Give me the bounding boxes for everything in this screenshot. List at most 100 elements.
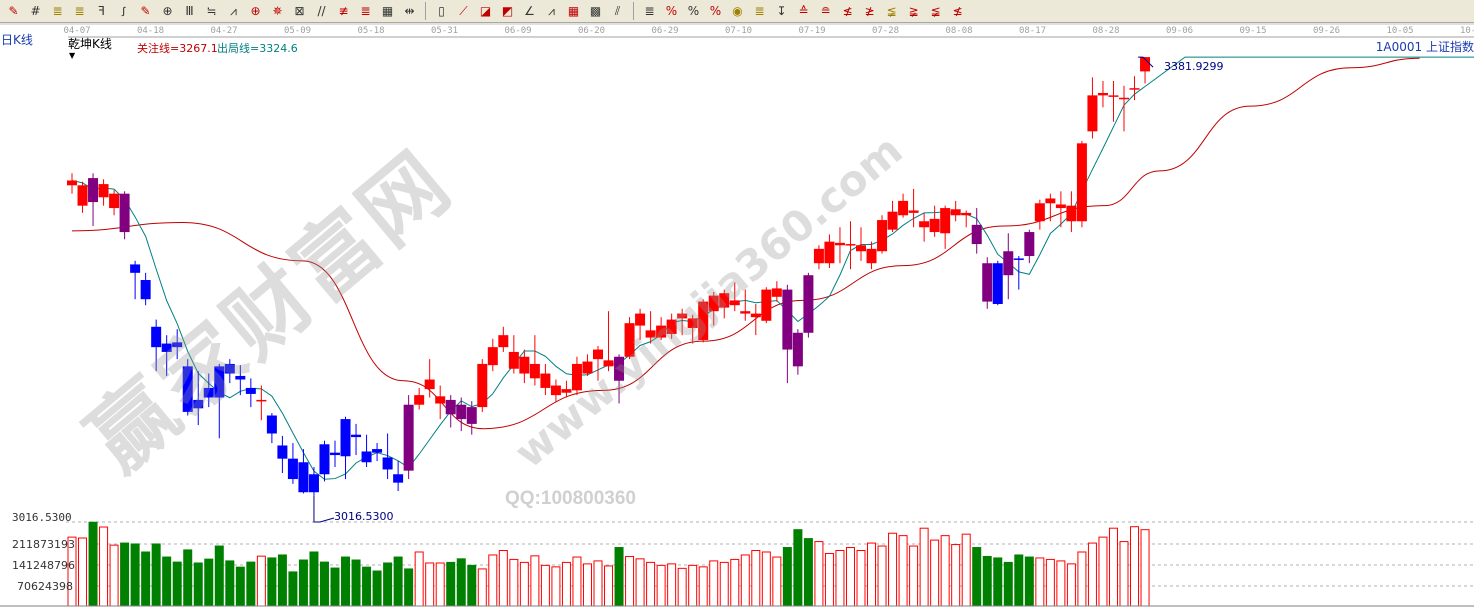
candle-body (151, 326, 162, 348)
candle (635, 308, 646, 340)
cn-tool-5-icon[interactable]: ≰ (952, 4, 963, 18)
box-fan-icon[interactable]: ◪ (479, 4, 492, 18)
volume-bar (362, 566, 372, 607)
candle (519, 349, 530, 384)
cn-tool-2-icon[interactable]: ≣ (360, 4, 371, 18)
grid-alt-icon[interactable]: ▩ (589, 4, 602, 18)
candle-body (624, 323, 635, 357)
volume-bar (540, 564, 550, 607)
candle-body (1119, 97, 1129, 100)
spiral-icon[interactable]: ꭍ (121, 4, 126, 19)
focus-line-value: 关注线=3267.1 (137, 42, 218, 55)
candle (856, 227, 866, 261)
gold-lines-icon[interactable]: ≣ (754, 4, 765, 18)
draw-pen-icon[interactable]: ✎ (8, 4, 19, 18)
volume-bar (919, 527, 929, 607)
box-grid-icon[interactable]: ◩ (501, 4, 514, 18)
date-axis: 04-07 04-18 04-27 05-09 05-18 05-31 06-09 06-20… (63, 26, 1474, 36)
arrow-pen-icon[interactable]: ↧ (776, 4, 787, 18)
box-x-icon[interactable]: ⊠ (294, 4, 305, 18)
fan-icon[interactable]: ⟋ (459, 3, 468, 18)
candle (908, 188, 919, 228)
indicator-selector[interactable]: 乾坤K线 ▼ (68, 37, 112, 60)
angle-lines-icon[interactable]: ≰ (842, 4, 853, 18)
candle (771, 281, 782, 302)
candle-body (130, 264, 141, 273)
candle (477, 359, 488, 412)
volume-bar (277, 554, 287, 607)
kline-grid-icon[interactable]: # (30, 4, 41, 18)
split-icon[interactable]: ⇹ (404, 4, 415, 18)
volume-bar (467, 564, 477, 607)
volume-bar (814, 541, 824, 607)
volume-bar (120, 542, 130, 607)
candle-body (1013, 258, 1024, 260)
paint-icon[interactable]: ✎ (140, 4, 151, 18)
gold-bars-icon[interactable]: ≣ (52, 4, 63, 18)
volume-bar (1119, 541, 1129, 607)
percent-icon[interactable]: % (687, 4, 700, 18)
candle (687, 314, 698, 344)
exit-line-value: 出局线=3324.6 (217, 42, 298, 55)
volume-bar (761, 551, 771, 607)
candle-body (645, 330, 656, 338)
extreme-markers (313, 56, 1154, 523)
circle-grid-icon[interactable]: ⊕ (162, 4, 173, 18)
grid-icon[interactable]: ▦ (567, 4, 580, 18)
candle (550, 379, 561, 403)
candle-body (1140, 57, 1151, 72)
dropdown-arrow-icon[interactable]: ▼ (69, 51, 76, 60)
volume-bar (204, 558, 214, 607)
candle-body (330, 452, 340, 456)
volume-bar (130, 543, 140, 607)
candle (624, 317, 635, 360)
candle (1140, 57, 1151, 84)
volume-bar (477, 568, 487, 607)
candle-body (235, 375, 246, 380)
zigzag-icon[interactable]: ⩘ (548, 3, 555, 18)
volume-bar (393, 556, 403, 607)
candle-body (382, 457, 393, 470)
gold-angle-icon[interactable]: ≨ (886, 4, 897, 18)
cn-tool-4-icon[interactable]: ≨ (930, 4, 941, 18)
volume-bar (561, 561, 571, 607)
ruler-icon[interactable]: ≣ (644, 4, 655, 18)
candlesticks (67, 57, 1151, 496)
percent-box-icon[interactable]: % (665, 4, 678, 18)
volume-bar (372, 570, 382, 607)
candle-body (161, 343, 172, 352)
indicator-f-icon[interactable]: ꟻ (98, 4, 105, 18)
candle-body (635, 313, 646, 326)
gold-line-icon[interactable]: ≘ (820, 4, 831, 18)
table-icon[interactable]: ▦ (381, 4, 394, 18)
gann-icon[interactable]: ≙ (798, 4, 809, 18)
candle-body (919, 221, 930, 228)
parallel-icon[interactable]: ⫽ (614, 3, 621, 18)
candle (656, 317, 667, 340)
candle-body (414, 395, 425, 405)
formula-icon[interactable]: ≒ (206, 4, 217, 18)
wave-icon[interactable]: ⩘ (230, 3, 237, 18)
gold-coin-icon[interactable]: ◉ (732, 4, 743, 18)
candle (498, 326, 509, 352)
volume-bar (330, 567, 340, 607)
candle-body (803, 275, 814, 333)
rect-icon[interactable]: ▯ (438, 4, 445, 18)
candle (1129, 76, 1140, 101)
cn-tool-3-icon[interactable]: ≩ (908, 4, 919, 18)
angle-icon[interactable]: ∠ (524, 4, 535, 18)
bars-icon[interactable]: Ⅲ (185, 4, 194, 18)
candle (698, 299, 709, 343)
gold-bars-alt-icon[interactable]: ≣ (74, 4, 85, 18)
volume-bar (1087, 542, 1097, 607)
cn-tool-1-icon[interactable]: ≢ (338, 4, 349, 18)
date-tick: 08-08 (945, 26, 972, 36)
period-label[interactable]: 日K线 (1, 33, 33, 47)
slash-lines-icon[interactable]: // (317, 4, 326, 18)
target-icon[interactable]: ⊕ (250, 4, 261, 18)
candle (677, 308, 688, 336)
fib-icon[interactable]: ≱ (864, 4, 875, 18)
percent-lines-icon[interactable]: % (709, 4, 722, 18)
compass-icon[interactable]: ✵ (272, 4, 283, 18)
